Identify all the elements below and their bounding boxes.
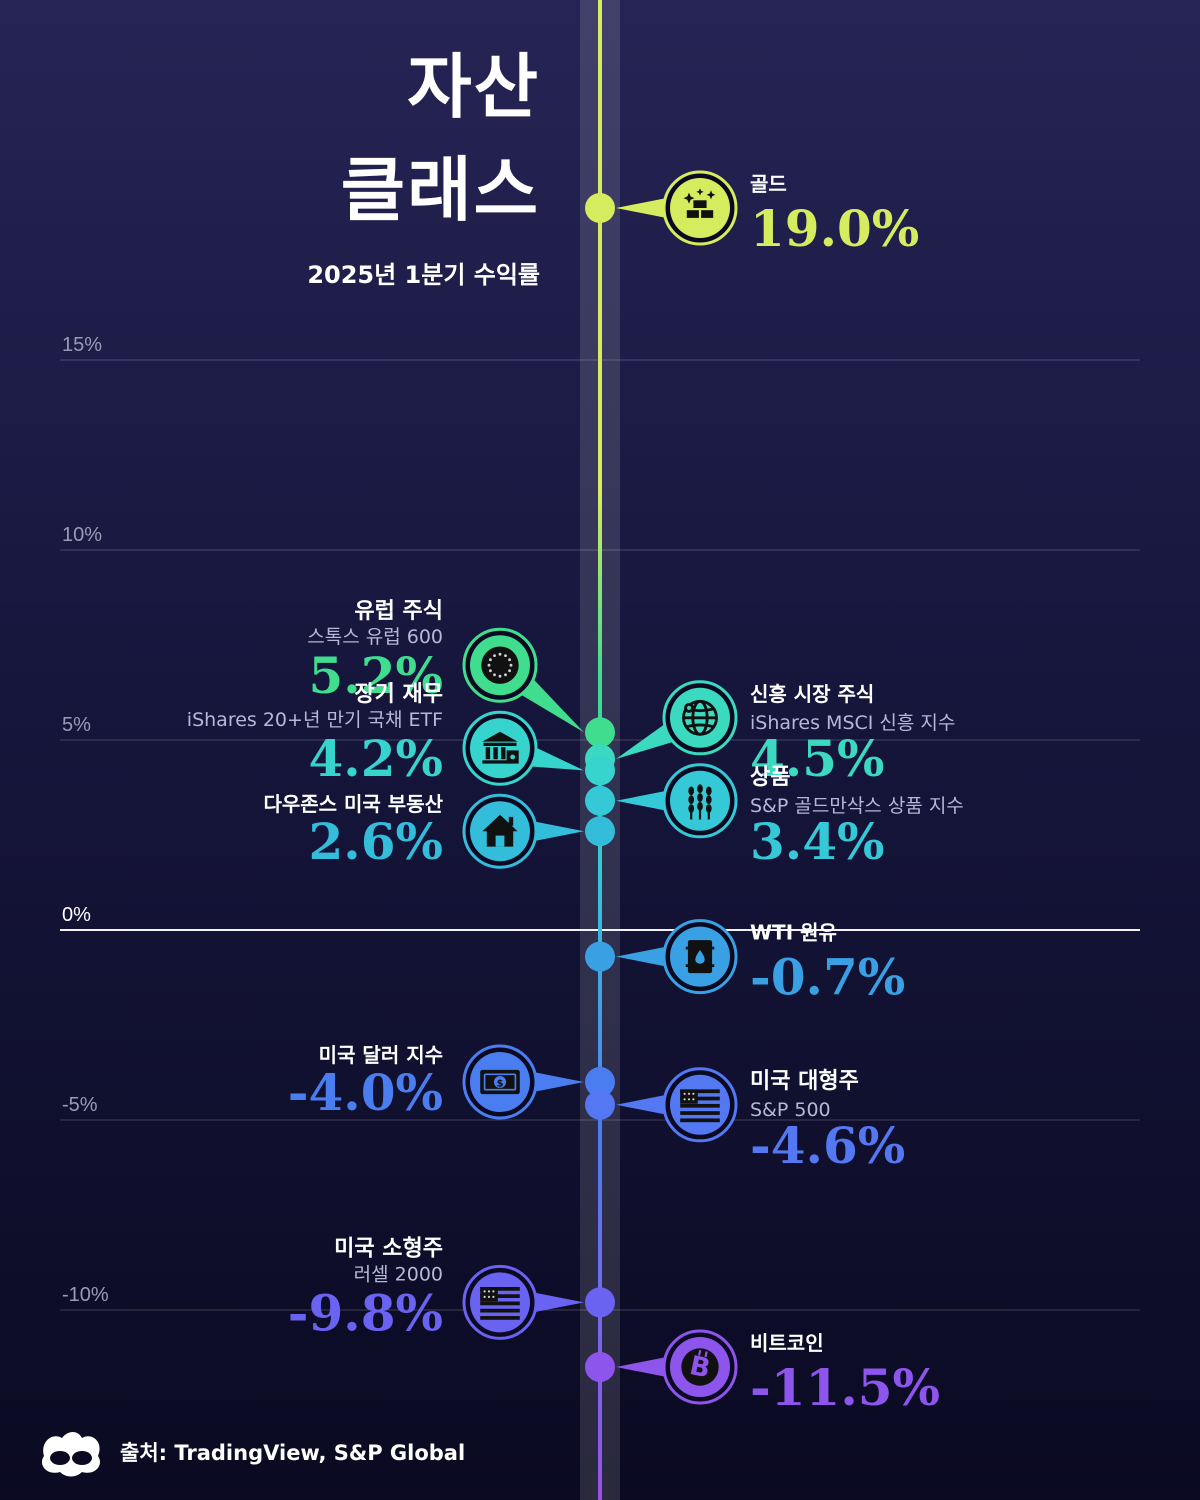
point-subtitle: iShares 20+년 만기 국채 ETF (187, 709, 443, 731)
brand-logo (41, 1432, 101, 1477)
data-point (585, 1067, 615, 1097)
oil-barrel-icon (685, 940, 715, 974)
point-name: 골드 (750, 172, 787, 196)
eu-flag-icon (481, 646, 519, 684)
point-value: -4.6% (750, 1116, 905, 1175)
icon-badge (470, 718, 530, 779)
title-line1: 자산 (407, 46, 540, 128)
data-point (585, 941, 615, 972)
point-value: 19.0% (750, 199, 919, 258)
connector-pointer (531, 1071, 584, 1093)
point-value: 4.2% (309, 729, 444, 788)
point-name: 미국 소형주 (334, 1236, 443, 1261)
subtitle: 2025년 1분기 수익률 (307, 261, 540, 289)
connector-pointer (616, 946, 669, 967)
data-point (585, 1287, 615, 1318)
connector-pointer (616, 722, 677, 759)
point-name: 미국 달러 지수 (319, 1043, 443, 1067)
bitcoin-icon (681, 1348, 719, 1386)
point-name: 유럽 주식 (354, 599, 443, 624)
point-name: 비트코인 (750, 1331, 824, 1355)
connector-pointer (517, 676, 584, 733)
connector-pointer (616, 197, 669, 219)
connector-pointer (616, 790, 669, 812)
point-value: 5.2% (309, 646, 444, 705)
connector-pointer (616, 1094, 669, 1116)
data-point (585, 816, 615, 847)
point-name: WTI 원유 (750, 921, 837, 945)
y-tick-label: -5% (62, 1094, 98, 1116)
point-name: 신흥 시장 주식 (750, 682, 874, 706)
point-name: 다우존스 미국 부동산 (263, 792, 443, 816)
source-note: 출처: TradingView, S&P Global (120, 1441, 466, 1465)
data-point (585, 193, 615, 223)
point-value: -9.8% (288, 1283, 443, 1342)
data-point (585, 1352, 615, 1382)
point-value: 2.6% (309, 812, 444, 871)
data-point (585, 717, 615, 748)
point-subtitle: S&P 골드만삭스 상품 지수 (750, 795, 964, 817)
y-tick-label: 15% (62, 334, 102, 356)
data-point (585, 1089, 615, 1120)
point-subtitle: 러셀 2000 (354, 1263, 443, 1285)
connector-pointer (531, 820, 584, 842)
point-subtitle: S&P 500 (750, 1099, 831, 1121)
point-value: 3.4% (750, 812, 885, 871)
y-tick-label: -10% (62, 1284, 109, 1306)
point-subtitle: 스톡스 유럽 600 (307, 626, 443, 648)
y-tick-label: 0% (62, 904, 91, 926)
data-point (585, 785, 615, 816)
connector-pointer (527, 746, 584, 771)
y-tick-label: 5% (62, 714, 91, 736)
point-value: -11.5% (750, 1358, 940, 1417)
point-value: -4.0% (288, 1063, 443, 1122)
dollar-bill-icon (479, 1069, 521, 1095)
connector-pointer (531, 1292, 584, 1313)
y-tick-label: 10% (62, 524, 102, 546)
point-value: 4.5% (750, 729, 885, 788)
wheat-icon (688, 784, 712, 820)
point-name: 상품 (750, 765, 790, 790)
point-name: 미국 대형주 (750, 1069, 859, 1094)
title-line2: 클래스 (340, 149, 540, 231)
data-point (585, 755, 615, 786)
point-name: 장기 재무 (354, 682, 443, 707)
point-subtitle: iShares MSCI 신흥 지수 (750, 712, 955, 734)
connector-pointer (616, 1356, 669, 1378)
point-value: -0.7% (750, 948, 905, 1007)
